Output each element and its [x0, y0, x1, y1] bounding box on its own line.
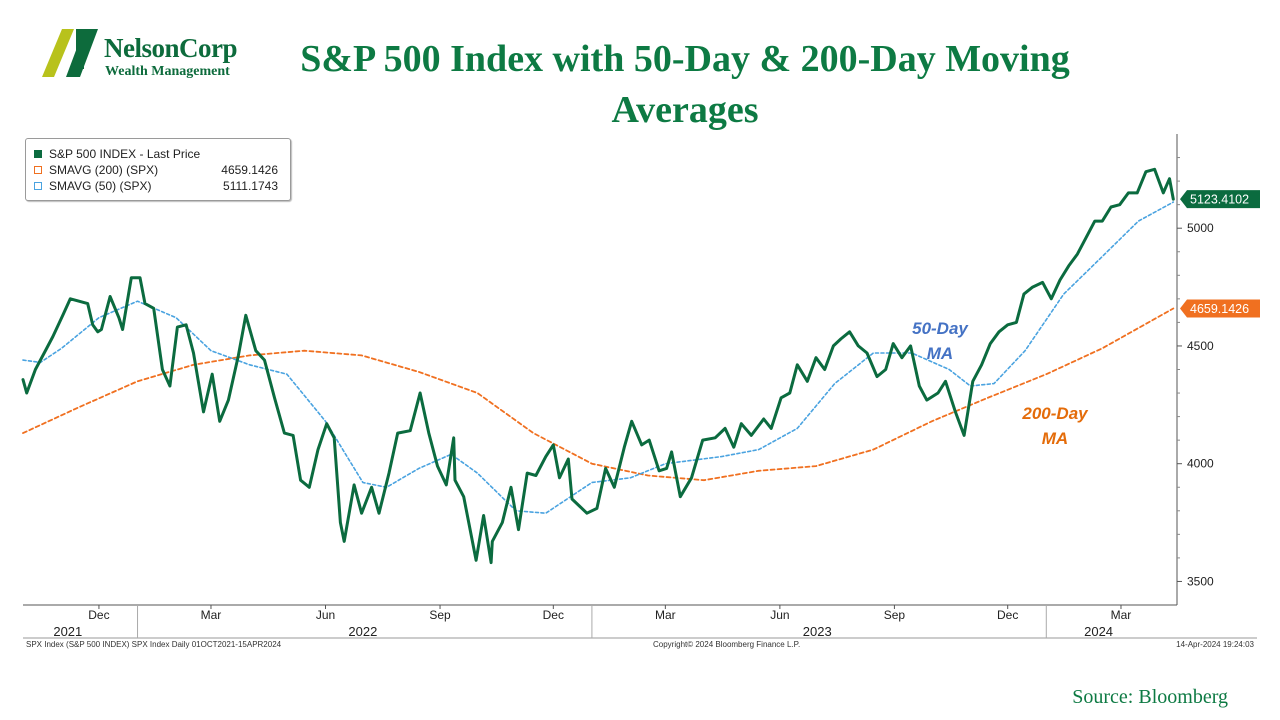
legend-label: S&P 500 INDEX - Last Price	[49, 147, 201, 161]
source-note: Source: Bloomberg	[1072, 686, 1228, 708]
x-tick-label: Dec	[997, 608, 1018, 622]
x-tick-label: Dec	[88, 608, 109, 622]
legend-swatch-price	[34, 150, 42, 158]
logo-mark-icon	[42, 29, 98, 77]
y-tick-label: 5000	[1187, 221, 1214, 235]
last-value-label: 5123.4102	[1190, 193, 1249, 207]
x-tick-label: Mar	[1111, 608, 1132, 622]
annotation-50-day-ma: 50-Day MA	[902, 316, 978, 366]
chart-axes: 3500 4000 4500 5000 Dec Mar Jun Sep Dec Mar Jun Sep…	[23, 134, 1257, 639]
x-tick-label: Sep	[429, 608, 451, 622]
last-value-tag-0	[1180, 190, 1260, 209]
y-tick-label: 4500	[1187, 339, 1214, 353]
series-line-sma50	[22, 201, 1175, 514]
x-year-label: 2021	[53, 624, 82, 639]
legend-swatch-sma200	[34, 166, 42, 174]
series-line-sma200	[22, 307, 1175, 482]
series-line-price	[21, 167, 1175, 565]
last-value-tag-1	[1180, 299, 1260, 318]
legend-item-price: S&P 500 INDEX - Last Price	[34, 147, 284, 162]
legend-label: SMAVG (50) (SPX)	[49, 179, 152, 193]
legend-label: SMAVG (200) (SPX)	[49, 163, 159, 177]
x-year-label: 2024	[1084, 624, 1113, 639]
footer-series-info: SPX Index (S&P 500 INDEX) SPX Index Dail…	[26, 640, 282, 649]
logo-name: NelsonCorp	[104, 33, 238, 63]
legend-value: 5111.1743	[223, 179, 278, 193]
chart-series	[21, 167, 1175, 565]
annotation-line: 200-Day	[1022, 404, 1088, 423]
x-year-label: 2022	[348, 624, 377, 639]
annotation-line: MA	[1041, 429, 1069, 448]
y-tick-label: 4000	[1187, 457, 1214, 471]
page-title: S&P 500 Index with 50-Day & 200-Day Movi…	[300, 38, 1070, 131]
legend-item-sma50: SMAVG (50) (SPX) 5111.1743	[34, 179, 284, 194]
y-tick-label: 3500	[1187, 574, 1214, 588]
x-tick-label: Mar	[655, 608, 676, 622]
annotation-line: MA	[926, 344, 954, 363]
x-tick-label: Jun	[316, 608, 335, 622]
annotation-200-day-ma: 200-Day MA	[1012, 401, 1098, 451]
x-tick-label: Sep	[884, 608, 906, 622]
chart-legend: S&P 500 INDEX - Last Price SMAVG (200) (…	[25, 138, 291, 201]
x-tick-label: Mar	[201, 608, 222, 622]
legend-item-sma200: SMAVG (200) (SPX) 4659.1426	[34, 163, 284, 178]
legend-swatch-sma50	[34, 182, 42, 190]
last-value-label: 4659.1426	[1190, 302, 1249, 316]
logo-subtitle: Wealth Management	[105, 64, 230, 79]
annotation-line: 50-Day	[912, 319, 968, 338]
legend-value: 4659.1426	[221, 163, 278, 177]
x-tick-label: Dec	[543, 608, 564, 622]
x-tick-label: Jun	[770, 608, 789, 622]
last-value-tags: 5123.4102 4659.1426	[1180, 190, 1260, 318]
x-year-label: 2023	[803, 624, 832, 639]
footer-timestamp: 14-Apr-2024 19:24:03	[1176, 640, 1254, 649]
company-logo: NelsonCorp Wealth Management	[40, 27, 250, 79]
footer-copyright: Copyright© 2024 Bloomberg Finance L.P.	[653, 640, 801, 649]
